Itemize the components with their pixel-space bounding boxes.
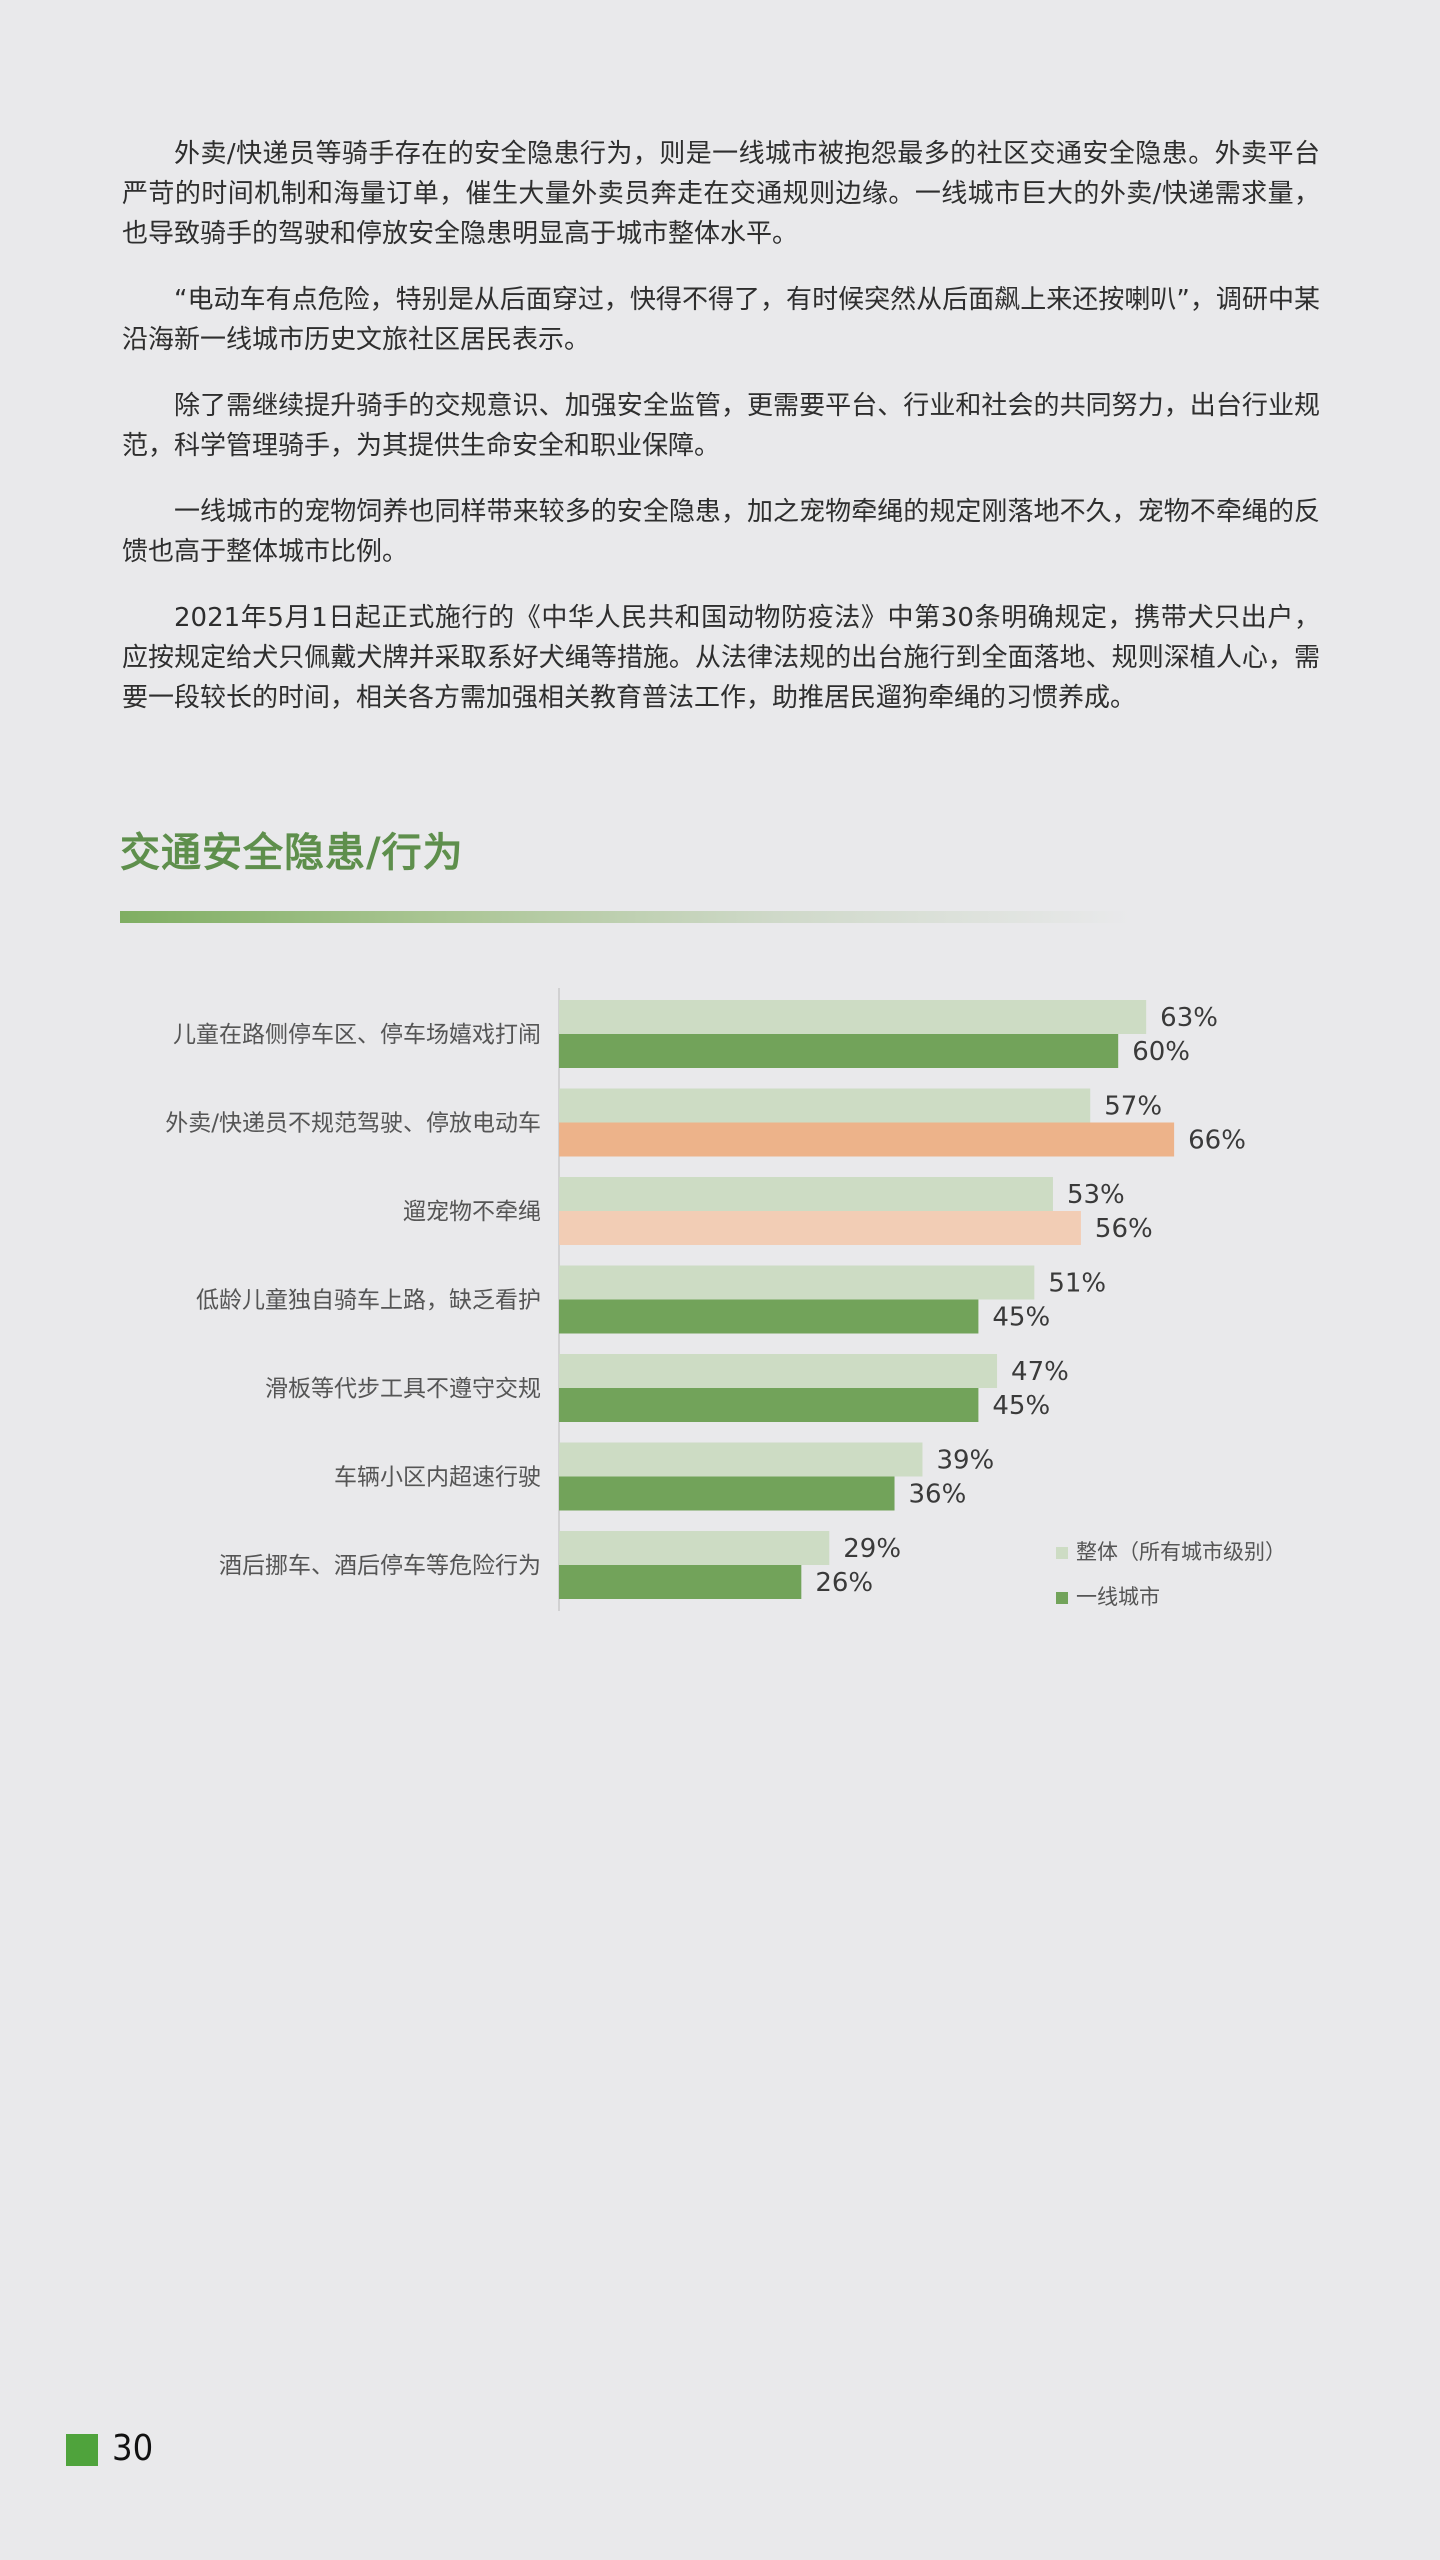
bar-overall bbox=[559, 1177, 1053, 1211]
data-label: 45% bbox=[992, 1303, 1050, 1333]
title-divider bbox=[120, 911, 1130, 923]
legend-swatch bbox=[1056, 1592, 1068, 1604]
bar-overall bbox=[559, 1531, 830, 1565]
category-label: 低龄儿童独自骑车上路，缺乏看护 bbox=[196, 1288, 541, 1314]
data-label: 47% bbox=[1011, 1357, 1069, 1387]
data-label: 56% bbox=[1095, 1214, 1153, 1244]
category-label: 酒后挪车、酒后停车等危险行为 bbox=[219, 1553, 541, 1579]
category-label: 车辆小区内超速行驶 bbox=[334, 1465, 541, 1491]
data-label: 29% bbox=[843, 1534, 901, 1564]
bar-tier1 bbox=[559, 1211, 1081, 1245]
legend-label: 整体（所有城市级别） bbox=[1076, 1540, 1286, 1564]
data-label: 57% bbox=[1104, 1092, 1162, 1122]
category-label: 滑板等代步工具不遵守交规 bbox=[265, 1376, 541, 1402]
paragraph: 2021年5月1日起正式施行的《中华人民共和国动物防疫法》中第30条明确规定，携… bbox=[122, 603, 1320, 713]
bar-tier1 bbox=[559, 1299, 979, 1334]
section-title: 交通安全隐患/行为 bbox=[120, 830, 464, 876]
bar-overall bbox=[559, 1000, 1147, 1034]
bar-tier1 bbox=[559, 1034, 1119, 1068]
data-label: 39% bbox=[936, 1446, 994, 1476]
paragraph: 一线城市的宠物饲养也同样带来较多的安全隐患，加之宠物牵绳的规定刚落地不久，宠物不… bbox=[122, 497, 1320, 567]
data-label: 60% bbox=[1132, 1037, 1190, 1067]
legend-swatch bbox=[1056, 1547, 1068, 1559]
data-label: 51% bbox=[1048, 1269, 1106, 1299]
bar-tier1 bbox=[559, 1388, 979, 1422]
bar-overall bbox=[559, 1442, 923, 1477]
bar-tier1 bbox=[559, 1476, 895, 1511]
category-label: 儿童在路侧停车区、停车场嬉戏打闹 bbox=[173, 1022, 541, 1048]
category-label: 遛宠物不牵绳 bbox=[403, 1199, 541, 1225]
data-label: 26% bbox=[815, 1568, 873, 1598]
data-label: 45% bbox=[992, 1391, 1050, 1421]
data-label: 63% bbox=[1160, 1003, 1218, 1033]
paragraph: 除了需继续提升骑手的交规意识、加强安全监管，更需要平台、行业和社会的共同努力，出… bbox=[122, 391, 1320, 461]
paragraph: 外卖/快递员等骑手存在的安全隐患行为，则是一线城市被抱怨最多的社区交通安全隐患。… bbox=[122, 139, 1320, 249]
data-label: 36% bbox=[909, 1480, 967, 1510]
bar-tier1 bbox=[559, 1565, 802, 1599]
bar-overall bbox=[559, 1354, 998, 1388]
legend-label: 一线城市 bbox=[1076, 1585, 1160, 1609]
page-number: 30 bbox=[112, 2428, 154, 2469]
bar-overall bbox=[559, 1088, 1091, 1123]
category-label: 外卖/快递员不规范驾驶、停放电动车 bbox=[165, 1111, 541, 1137]
bar-tier1 bbox=[559, 1122, 1175, 1157]
data-label: 66% bbox=[1188, 1126, 1246, 1156]
page-number-marker bbox=[66, 2434, 98, 2466]
body-text: 外卖/快递员等骑手存在的安全隐患行为，则是一线城市被抱怨最多的社区交通安全隐患。… bbox=[122, 134, 1320, 744]
bar-chart: 儿童在路侧停车区、停车场嬉戏打闹 63% 60% 外卖/快递员不规范驾驶、停放电动车 5… bbox=[165, 988, 1286, 1611]
data-label: 53% bbox=[1067, 1180, 1125, 1210]
bar-overall bbox=[559, 1265, 1035, 1300]
paragraph: “电动车有点危险，特别是从后面穿过，快得不得了，有时候突然从后面飙上来还按喇叭”… bbox=[122, 285, 1320, 355]
